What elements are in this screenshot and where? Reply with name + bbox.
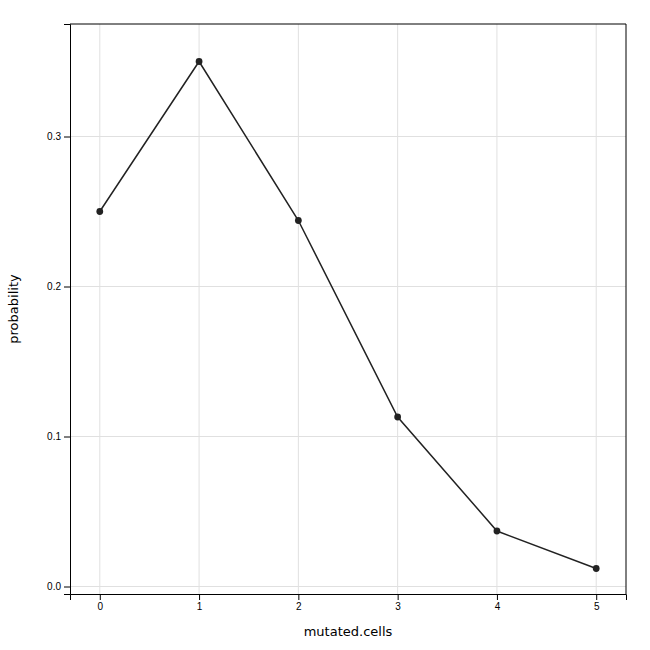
tick-mark <box>64 587 70 588</box>
tick-mark <box>64 137 70 138</box>
tick-label: 0 <box>98 601 104 612</box>
grid-line <box>298 24 299 594</box>
tick-mark <box>199 594 200 600</box>
tick-mark <box>64 287 70 288</box>
tick-label: 0.3 <box>47 131 61 142</box>
tick: 0.0 <box>47 581 70 592</box>
x-axis-title: mutated.cells <box>304 624 393 639</box>
tick-label: 1 <box>197 601 203 612</box>
tick-label: 5 <box>594 601 600 612</box>
tick-mark <box>100 594 101 600</box>
tick-mark <box>64 437 70 438</box>
point <box>394 414 401 421</box>
tick-mark <box>398 594 399 600</box>
series <box>96 58 599 572</box>
grid-line <box>596 24 597 594</box>
tick-mark <box>298 594 299 600</box>
y-axis: 0.0 0.1 0.2 0.3 <box>47 25 70 595</box>
tick-label: 0.1 <box>47 431 61 442</box>
frame <box>626 24 627 594</box>
grid-line <box>496 24 497 594</box>
y-axis-line <box>64 25 71 595</box>
tick: 0.3 <box>47 131 70 142</box>
tick-mark <box>596 594 597 600</box>
plot: 0 1 2 3 4 5 0.0 0.1 0.2 0.3 mutated.cells probabili… <box>6 24 627 639</box>
grid-line <box>70 586 626 587</box>
point <box>593 565 600 572</box>
tick-label: 0.0 <box>47 581 61 592</box>
tick: 0.1 <box>47 431 70 442</box>
point <box>295 217 302 224</box>
grid-line <box>99 24 100 594</box>
grid-line <box>397 24 398 594</box>
frame <box>70 24 626 25</box>
tick: 0.2 <box>47 281 70 292</box>
point <box>196 58 203 65</box>
grid-line <box>70 136 626 137</box>
tick: 0 <box>98 594 104 612</box>
point <box>494 528 501 535</box>
grid-line <box>199 24 200 594</box>
y-axis-title: probability <box>6 274 21 344</box>
tick: 2 <box>296 594 302 612</box>
tick-mark <box>497 594 498 600</box>
tick: 3 <box>395 594 401 612</box>
tick-label: 3 <box>395 601 401 612</box>
tick-label: 0.2 <box>47 281 61 292</box>
tick-label: 4 <box>495 601 501 612</box>
chart: 0 1 2 3 4 5 0.0 0.1 0.2 0.3 mutated.cells probabili… <box>0 0 650 650</box>
tick: 5 <box>594 594 600 612</box>
x-axis: 0 1 2 3 4 5 <box>71 594 627 612</box>
line <box>100 62 596 569</box>
grid-line <box>70 436 626 437</box>
tick: 4 <box>495 594 501 612</box>
tick: 1 <box>197 594 203 612</box>
tick-label: 2 <box>296 601 302 612</box>
grid <box>70 24 626 594</box>
point <box>96 208 103 215</box>
x-axis-line <box>71 595 627 601</box>
grid-line <box>70 286 626 287</box>
